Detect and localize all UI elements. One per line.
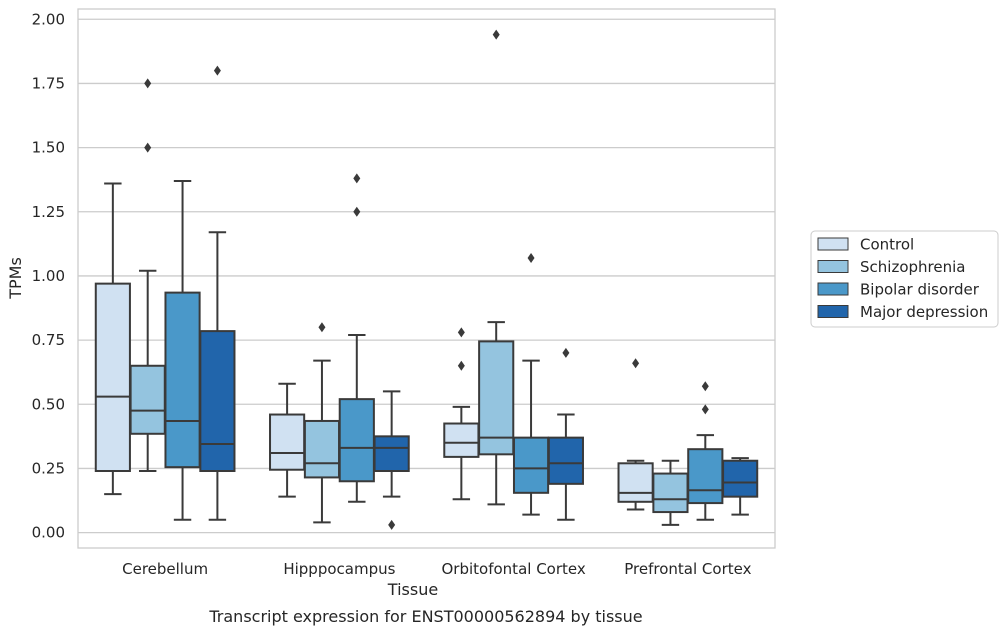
box-major-depression — [547, 347, 584, 521]
box-major-depression — [199, 65, 236, 521]
x-axis-title: Tissue — [387, 580, 438, 599]
legend-label: Control — [860, 236, 914, 254]
box-iqr — [303, 419, 341, 479]
box-schizophrenia — [129, 78, 166, 472]
y-tick-label: 0.50 — [32, 395, 65, 413]
legend-frame — [810, 230, 999, 328]
box-major-depression — [722, 457, 759, 516]
plot-frame — [77, 8, 776, 549]
boxes — [94, 29, 759, 530]
box-control — [269, 382, 306, 498]
box-iqr — [547, 436, 584, 485]
outlier-point — [213, 65, 221, 76]
box-iqr — [199, 330, 236, 472]
y-axis-ticks: 0.00 0.25 0.50 0.75 1.00 1.25 1.50 1.75 2.00 — [32, 10, 65, 541]
box-iqr — [652, 472, 689, 514]
outlier-point — [457, 327, 465, 338]
outlier-point — [701, 404, 709, 415]
y-tick-label: 1.75 — [32, 74, 65, 92]
legend: Control Schizophrenia Bipolar disorder Majo… — [810, 230, 999, 328]
x-tick-label: Orbitofontal Cortex — [442, 560, 586, 578]
legend-label: Schizophrenia — [860, 258, 965, 276]
y-axis-title: TPMs — [6, 257, 25, 300]
box-iqr — [269, 413, 306, 471]
y-tick-label: 0.25 — [32, 459, 65, 477]
outlier-point — [144, 78, 152, 89]
outlier-point — [632, 358, 640, 369]
outlier-point — [701, 381, 709, 392]
legend-label: Bipolar disorder — [860, 281, 980, 299]
x-tick-label: Hipppocampus — [283, 560, 395, 578]
box-iqr — [512, 436, 550, 494]
outlier-point — [388, 519, 396, 530]
box-schizophrenia — [303, 322, 341, 524]
outlier-point — [527, 252, 535, 263]
box-iqr — [478, 340, 515, 456]
outlier-point — [353, 173, 361, 184]
y-tick-label: 0.00 — [32, 524, 65, 542]
legend-swatch — [817, 237, 849, 251]
y-tick-label: 1.25 — [32, 203, 65, 221]
outlier-point — [562, 347, 570, 358]
x-axis-ticks: Cerebellum Hipppocampus Orbitofontal Corte… — [122, 560, 751, 578]
box-bipolar-disorder — [338, 173, 375, 503]
outlier-point — [318, 322, 326, 333]
legend-swatch — [817, 305, 849, 318]
box-iqr — [373, 435, 410, 473]
y-tick-label: 1.00 — [32, 267, 65, 285]
legend-label: Major depression — [860, 303, 988, 321]
legend-swatch — [817, 282, 849, 296]
box-bipolar-disorder — [164, 179, 201, 521]
outlier-point — [353, 206, 361, 217]
figure-caption: Transcript expression for ENST0000056289… — [208, 607, 642, 626]
box-iqr — [617, 462, 654, 503]
y-tick-label: 0.75 — [32, 331, 65, 349]
box-major-depression — [373, 390, 410, 530]
box-iqr — [722, 459, 759, 498]
box-iqr — [443, 422, 480, 458]
box-schizophrenia — [478, 29, 515, 506]
x-tick-label: Cerebellum — [122, 560, 208, 578]
box-iqr — [338, 398, 375, 483]
box-iqr — [687, 448, 724, 505]
y-tick-label: 1.50 — [32, 139, 65, 157]
outlier-point — [144, 142, 152, 153]
x-tick-label: Prefrontal Cortex — [624, 560, 751, 578]
box-iqr — [94, 282, 131, 472]
outlier-point — [492, 29, 500, 40]
box-bipolar-disorder — [687, 381, 724, 521]
box-iqr — [164, 291, 201, 469]
legend-swatch — [817, 260, 849, 273]
y-tick-label: 2.00 — [32, 10, 65, 28]
outlier-point — [457, 360, 465, 371]
box-iqr — [129, 364, 166, 435]
